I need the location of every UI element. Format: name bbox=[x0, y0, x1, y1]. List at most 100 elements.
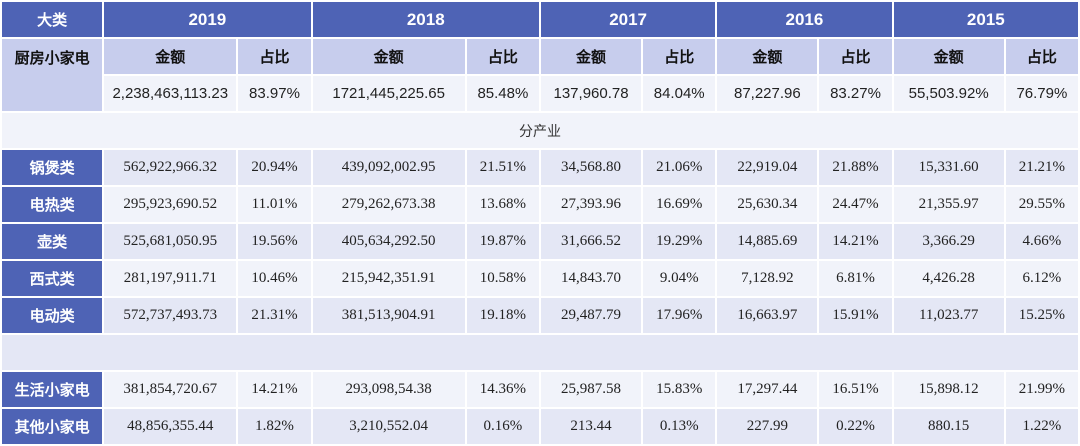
amount-cell: 281,197,911.71 bbox=[104, 261, 237, 296]
table-row: 壶类 525,681,050.95 19.56% 405,634,292.50 19.8… bbox=[2, 224, 1078, 259]
amount-cell: 14,885.69 bbox=[717, 224, 818, 259]
share-cell: 10.58% bbox=[466, 261, 539, 296]
share-cell: 11.01% bbox=[238, 187, 311, 222]
row-label: 西式类 bbox=[2, 261, 103, 296]
share-cell: 6.12% bbox=[1005, 261, 1078, 296]
share-cell: 19.87% bbox=[466, 224, 539, 259]
amount-cell: 48,856,355.44 bbox=[104, 409, 237, 444]
share-cell: 21.21% bbox=[1005, 150, 1078, 185]
share-cell: 21.06% bbox=[643, 150, 716, 185]
amount-cell: 3,210,552.04 bbox=[312, 409, 465, 444]
sub-header-row: 厨房小家电 金额 占比 金额 占比 金额 占比 金额 占比 金额 占比 bbox=[2, 39, 1078, 111]
year-header-2017: 2017 bbox=[540, 2, 716, 37]
amount-cell: 29,487.79 bbox=[540, 298, 642, 333]
table-cell: 83.97% bbox=[238, 76, 311, 111]
table-row: 锅煲类 562,922,966.32 20.94% 439,092,002.95 21.… bbox=[2, 150, 1078, 185]
row-label: 生活小家电 bbox=[2, 372, 103, 407]
amount-cell: 16,663.97 bbox=[717, 298, 818, 333]
amount-cell: 34,568.80 bbox=[540, 150, 642, 185]
row-label: 壶类 bbox=[2, 224, 103, 259]
amount-cell: 11,023.77 bbox=[893, 298, 1004, 333]
share-header: 占比 bbox=[466, 39, 539, 74]
table-cell: 84.04% bbox=[643, 76, 716, 111]
amount-cell: 17,297.44 bbox=[717, 372, 818, 407]
share-header: 占比 bbox=[1005, 39, 1078, 74]
amount-cell: 31,666.52 bbox=[540, 224, 642, 259]
amount-cell: 27,393.96 bbox=[540, 187, 642, 222]
amount-cell: 562,922,966.32 bbox=[104, 150, 237, 185]
row-label: 其他小家电 bbox=[2, 409, 103, 444]
amount-header: 金额 bbox=[540, 39, 642, 74]
amount-cell: 4,426.28 bbox=[893, 261, 1004, 296]
amount-cell: 215,942,351.91 bbox=[312, 261, 465, 296]
share-header: 占比 bbox=[238, 39, 311, 74]
amount-cell: 293,098,54.38 bbox=[312, 372, 465, 407]
amount-cell: 572,737,493.73 bbox=[104, 298, 237, 333]
table-cell: 87,227.96 bbox=[717, 76, 818, 111]
amount-cell: 25,987.58 bbox=[540, 372, 642, 407]
table-row: 电动类 572,737,493.73 21.31% 381,513,904.91 19.… bbox=[2, 298, 1078, 333]
row-label: 电动类 bbox=[2, 298, 103, 333]
share-cell: 19.56% bbox=[238, 224, 311, 259]
share-cell: 29.55% bbox=[1005, 187, 1078, 222]
year-header-2015: 2015 bbox=[893, 2, 1078, 37]
table-cell: 76.79% bbox=[1005, 76, 1078, 111]
share-cell: 21.99% bbox=[1005, 372, 1078, 407]
share-cell: 19.18% bbox=[466, 298, 539, 333]
share-cell: 16.51% bbox=[819, 372, 892, 407]
amount-header: 金额 bbox=[104, 39, 237, 74]
share-cell: 14.36% bbox=[466, 372, 539, 407]
share-cell: 4.66% bbox=[1005, 224, 1078, 259]
share-cell: 24.47% bbox=[819, 187, 892, 222]
row-label: 电热类 bbox=[2, 187, 103, 222]
amount-cell: 279,262,673.38 bbox=[312, 187, 465, 222]
table-cell: 137,960.78 bbox=[540, 76, 642, 111]
share-header: 占比 bbox=[643, 39, 716, 74]
share-cell: 14.21% bbox=[238, 372, 311, 407]
amount-cell: 227.99 bbox=[717, 409, 818, 444]
share-cell: 9.04% bbox=[643, 261, 716, 296]
spacer-cell bbox=[2, 335, 1078, 370]
amount-cell: 381,513,904.91 bbox=[312, 298, 465, 333]
amount-header: 金额 bbox=[893, 39, 1004, 74]
amount-cell: 15,331.60 bbox=[893, 150, 1004, 185]
table-cell: 55,503.92% bbox=[893, 76, 1004, 111]
share-cell: 19.29% bbox=[643, 224, 716, 259]
table-row: 电热类 295,923,690.52 11.01% 279,262,673.38 13.… bbox=[2, 187, 1078, 222]
amount-cell: 295,923,690.52 bbox=[104, 187, 237, 222]
amount-cell: 22,919.04 bbox=[717, 150, 818, 185]
amount-cell: 213.44 bbox=[540, 409, 642, 444]
section-label: 分产业 bbox=[2, 113, 1078, 148]
table-row: 生活小家电 381,854,720.67 14.21% 293,098,54.38 14… bbox=[2, 372, 1078, 407]
share-cell: 15.83% bbox=[643, 372, 716, 407]
table-row: 西式类 281,197,911.71 10.46% 215,942,351.91 10.… bbox=[2, 261, 1078, 296]
amount-cell: 25,630.34 bbox=[717, 187, 818, 222]
share-cell: 6.81% bbox=[819, 261, 892, 296]
kitchen-label: 厨房小家电 bbox=[2, 39, 103, 111]
share-cell: 21.88% bbox=[819, 150, 892, 185]
share-cell: 15.91% bbox=[819, 298, 892, 333]
share-cell: 15.25% bbox=[1005, 298, 1078, 333]
year-header-2019: 2019 bbox=[104, 2, 311, 37]
amount-cell: 21,355.97 bbox=[893, 187, 1004, 222]
share-header: 占比 bbox=[819, 39, 892, 74]
share-cell: 1.22% bbox=[1005, 409, 1078, 444]
amount-cell: 525,681,050.95 bbox=[104, 224, 237, 259]
share-cell: 14.21% bbox=[819, 224, 892, 259]
share-cell: 21.51% bbox=[466, 150, 539, 185]
amount-cell: 7,128.92 bbox=[717, 261, 818, 296]
table-cell: 2,238,463,113.23 bbox=[104, 76, 237, 111]
row-label: 锅煲类 bbox=[2, 150, 103, 185]
share-cell: 0.13% bbox=[643, 409, 716, 444]
table-cell: 85.48% bbox=[466, 76, 539, 111]
year-header-2018: 2018 bbox=[312, 2, 539, 37]
amount-header: 金额 bbox=[312, 39, 465, 74]
table-cell: 83.27% bbox=[819, 76, 892, 111]
amount-cell: 14,843.70 bbox=[540, 261, 642, 296]
share-cell: 10.46% bbox=[238, 261, 311, 296]
table-cell: 1721,445,225.65 bbox=[312, 76, 465, 111]
amount-cell: 381,854,720.67 bbox=[104, 372, 237, 407]
share-cell: 20.94% bbox=[238, 150, 311, 185]
